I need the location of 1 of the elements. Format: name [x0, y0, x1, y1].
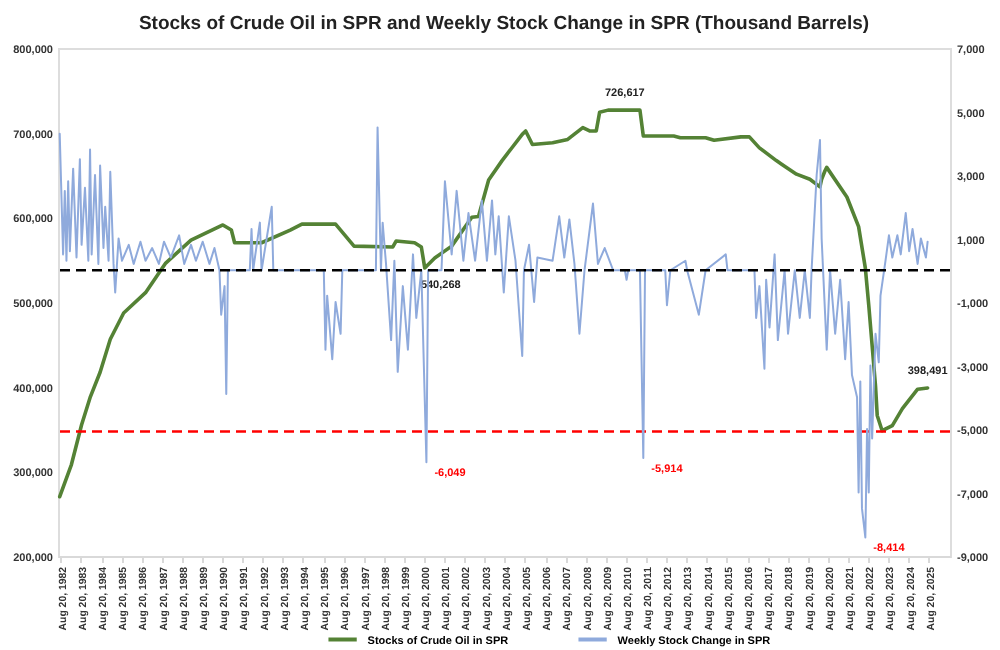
chart-title: Stocks of Crude Oil in SPR and Weekly Stock Change in SPR (Thousand Barrels) — [138, 13, 870, 35]
